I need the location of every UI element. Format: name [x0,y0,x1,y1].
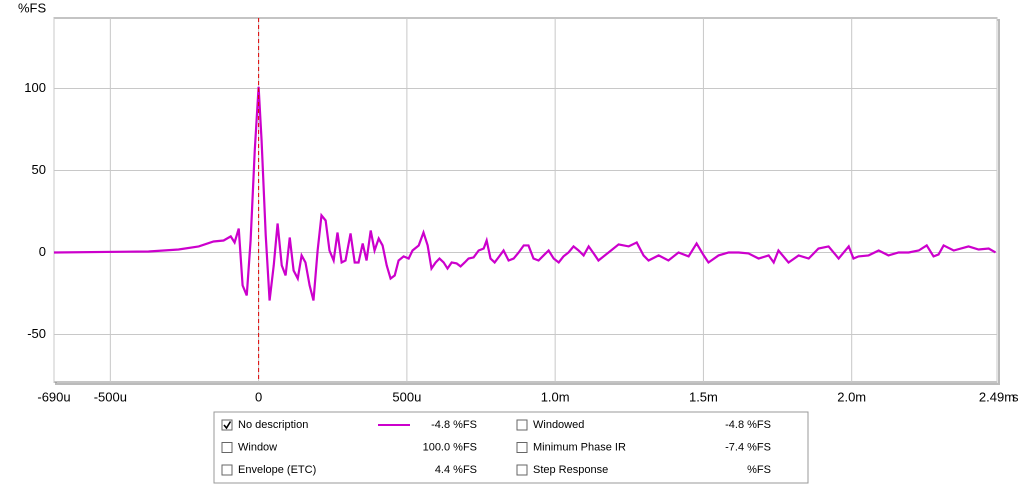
x-tick-label: -500u [94,389,127,404]
legend-label: Window [238,441,277,453]
y-tick-label: -50 [27,326,46,341]
y-tick-label: 100 [24,80,46,95]
x-tick-label: 1.5m [689,389,718,404]
y-axis-label: %FS [18,0,47,15]
legend-checkbox [516,419,528,431]
x-tick-label: 0 [255,389,262,404]
legend-readout: 100.0 %FS [423,441,477,453]
y-tick-label: 0 [39,244,46,259]
x-tick-label: 2.0m [837,389,866,404]
x-tick-label: 500u [392,389,421,404]
plot-area [53,17,998,383]
x-tick-label: -690u [37,389,70,404]
legend-label: Envelope (ETC) [238,464,316,476]
x-axis-unit: s [1012,389,1019,404]
legend-checkbox [221,419,233,431]
x-tick-label: 1.0m [541,389,570,404]
legend-readout: -4.8 %FS [431,419,477,431]
legend-checkbox [221,464,233,476]
legend-checkbox [221,442,233,453]
legend-readout: %FS [747,464,771,476]
legend-readout: -4.8 %FS [725,419,771,431]
legend-checkbox [516,464,528,476]
legend-readout: 4.4 %FS [435,464,477,476]
legend-label: Minimum Phase IR [533,441,626,453]
legend-panel [213,411,809,484]
legend-label: No description [238,419,308,431]
data-line [53,86,997,301]
x-tick-label: 2.49m [979,389,1015,404]
legend: No description -4.8 %FS Windowed -4.8 %FS Wi… [221,419,771,476]
legend-check [223,421,232,430]
legend-label: Step Response [533,464,608,476]
y-tick-label: 50 [32,162,46,177]
legend-checkbox [516,442,528,453]
legend-label: Windowed [533,419,584,431]
legend-readout: -7.4 %FS [725,441,771,453]
